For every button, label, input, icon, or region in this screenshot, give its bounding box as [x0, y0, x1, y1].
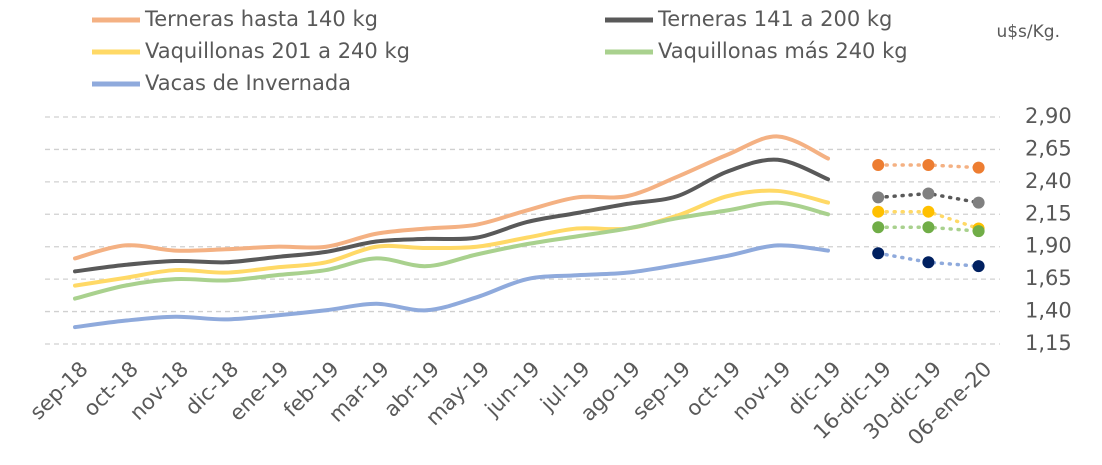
series-line — [73, 134, 830, 261]
weekly-line — [876, 251, 981, 268]
series-line — [73, 243, 830, 330]
legend-label: Vacas de Invernada — [145, 71, 351, 95]
legend-label: Vaquillonas 201 a 240 kg — [145, 39, 410, 63]
y-tick-label: 1,65 — [1025, 266, 1072, 290]
series-line — [73, 157, 830, 274]
series-line — [73, 188, 830, 288]
series-line — [73, 200, 830, 301]
weekly-dot — [972, 161, 985, 174]
unit-label: u$s/Kg. — [996, 22, 1060, 42]
weekly-dot — [872, 191, 885, 204]
y-tick-label: 1,15 — [1025, 331, 1072, 355]
weekly-dot — [872, 247, 885, 260]
y-tick-label: 2,90 — [1025, 104, 1072, 128]
weekly-dot — [872, 221, 885, 234]
y-tick-label: 2,65 — [1025, 136, 1072, 160]
y-tick-label: 1,40 — [1025, 299, 1072, 323]
legend-label: Terneras hasta 140 kg — [144, 7, 378, 31]
weekly-dot — [972, 260, 985, 273]
y-tick-label: 1,90 — [1025, 234, 1072, 258]
legend-label: Terneras 141 a 200 kg — [657, 7, 892, 31]
weekly-dot — [922, 187, 935, 200]
legend-label: Vaquillonas más 240 kg — [658, 39, 908, 63]
weekly-dot — [972, 225, 985, 238]
weekly-dot — [922, 158, 935, 171]
y-tick-label: 2,15 — [1025, 201, 1072, 225]
x-tick-label: sep-18 — [25, 357, 93, 425]
weekly-dot — [922, 205, 935, 218]
x-tick-label: jun-19 — [480, 357, 545, 422]
y-tick-label: 2,40 — [1025, 169, 1072, 193]
weekly-dot — [872, 158, 885, 171]
weekly-dot — [922, 256, 935, 269]
weekly-dot — [922, 221, 935, 234]
weekly-dot — [972, 196, 985, 209]
weekly-dot — [872, 205, 885, 218]
